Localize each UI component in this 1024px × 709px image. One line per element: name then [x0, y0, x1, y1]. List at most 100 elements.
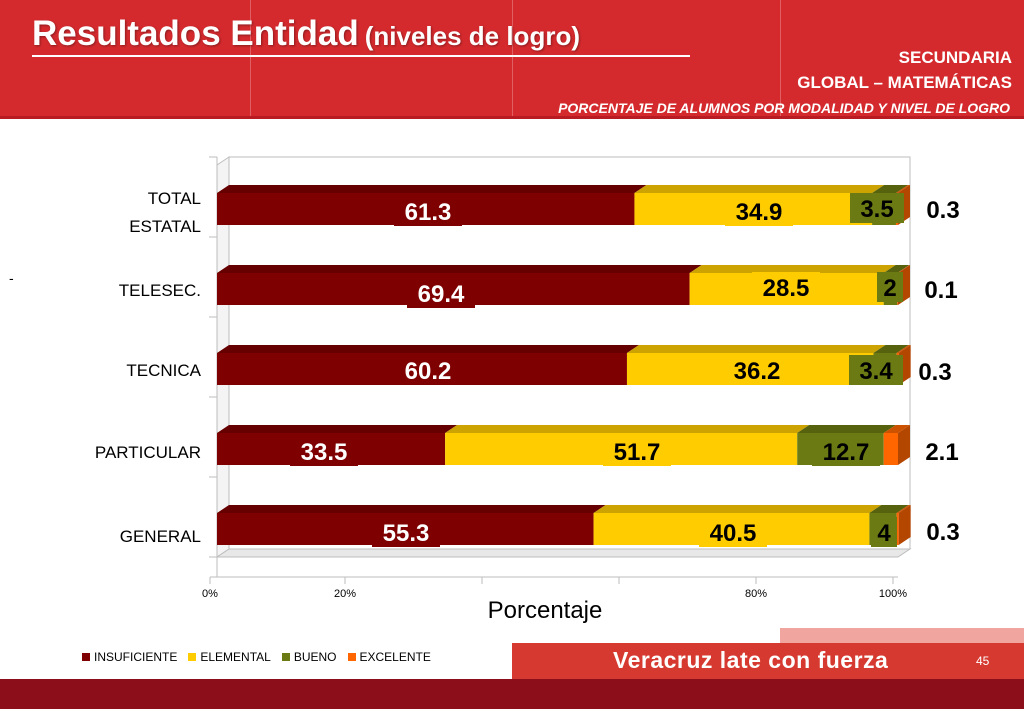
title-sub: (niveles de logro): [364, 21, 580, 51]
legend-swatch: [347, 653, 356, 661]
header-decor-line: [780, 0, 781, 116]
data-label-box: [752, 272, 820, 302]
bar-end-cap: [898, 425, 910, 465]
value-tick-label: 100%: [879, 588, 907, 600]
data-label-box: [699, 517, 767, 547]
data-label: 28.5: [763, 275, 810, 302]
legend-item: ELEMENTAL: [188, 650, 271, 664]
school-level: SECUNDARIA: [898, 48, 1012, 67]
subject-label: GLOBAL – MATEMÁTICAS: [797, 73, 1012, 92]
footer-accent: [780, 628, 1024, 643]
data-label: 0.3: [926, 197, 959, 224]
data-label: 4: [877, 520, 891, 547]
data-label: 60.2: [405, 358, 452, 385]
bar-segment-top: [895, 185, 910, 193]
bar-segment: [883, 433, 898, 465]
title-main: Resultados Entidad: [32, 14, 359, 53]
legend-item: INSUFICIENTE: [82, 650, 177, 664]
footer-slogan: Veracruz late con fuerza: [613, 647, 889, 673]
data-label-box: [849, 355, 903, 385]
data-label: 0.3: [926, 519, 959, 546]
chart-floor: [215, 548, 912, 558]
legend-item: EXCELENTE: [347, 650, 431, 664]
data-label: 33.5: [301, 439, 348, 466]
bar-segment-top: [626, 345, 886, 353]
bar-segment-top: [634, 185, 885, 193]
bar-segment-top: [445, 425, 810, 433]
stray-dash: -: [9, 270, 14, 286]
legend-label: INSUFICIENTE: [94, 650, 178, 664]
data-label: 2.1: [925, 439, 958, 466]
header-decor-line: [512, 0, 513, 116]
data-label-box: [725, 196, 793, 226]
data-label: 61.3: [405, 199, 452, 226]
data-label-box: [372, 517, 440, 547]
bar-end-cap: [898, 505, 911, 545]
legend-swatch: [82, 653, 90, 661]
category-label: ESTATAL: [129, 217, 201, 236]
bar-segment-top: [797, 425, 896, 433]
category-label: TOTAL: [148, 189, 201, 208]
value-tick-label: 0%: [202, 588, 218, 600]
chart-caption: PORCENTAJE DE ALUMNOS POR MODALIDAD Y NI…: [558, 100, 1010, 116]
data-label: 55.3: [383, 520, 430, 547]
data-label: 40.5: [710, 520, 757, 547]
legend-swatch: [281, 653, 290, 661]
data-label-box: [850, 193, 904, 223]
data-label-box: [723, 355, 791, 385]
data-label: 51.7: [614, 439, 661, 466]
title-underline: [32, 55, 690, 57]
header-band: [0, 0, 1024, 116]
data-label-box: [877, 272, 903, 302]
data-label-box: [812, 436, 880, 466]
data-label: 0.1: [924, 277, 957, 304]
page-number: 45: [976, 654, 990, 668]
bar-segment-top: [689, 265, 896, 273]
data-label: 36.2: [734, 358, 781, 385]
bar-segment-top: [896, 345, 911, 353]
bar-segment-top: [217, 345, 639, 353]
slide-title: Resultados Entidad (niveles de logro): [32, 14, 580, 54]
bar-segment-top: [217, 505, 606, 513]
header-decor-line: [250, 0, 251, 116]
value-axis-title: Porcentaje: [488, 597, 603, 624]
value-tick-label: 80%: [745, 588, 767, 600]
data-label-box: [394, 355, 462, 385]
bar-segment-top: [217, 265, 702, 273]
header-line: [0, 116, 1024, 119]
bar-segment-top: [872, 185, 908, 193]
data-label: 69.4: [418, 281, 465, 308]
category-label: TELESEC.: [119, 281, 201, 300]
data-label: 3.4: [859, 358, 893, 385]
bar-segment-top: [217, 425, 458, 433]
data-label: 3.5: [860, 196, 893, 223]
bar-segment-top: [883, 425, 910, 433]
stacked-bar-chart: 0% 20% 80% 100% Porcentaje TOTAL ESTATAL TELESE…: [95, 156, 960, 624]
legend-label: EXCELENTE: [359, 650, 431, 664]
bar-segment-top: [897, 265, 910, 273]
bar-segment-top: [869, 505, 909, 513]
bar-segment-top: [883, 265, 910, 273]
data-label: 2: [883, 275, 896, 302]
category-label: TECNICA: [126, 361, 201, 380]
data-label: 0.3: [918, 359, 951, 386]
category-label: PARTICULAR: [95, 443, 201, 462]
data-label-box: [290, 436, 358, 466]
value-tick-label: 20%: [334, 588, 356, 600]
footer-band: [0, 679, 1024, 709]
legend-item: BUENO: [281, 650, 337, 664]
legend-label: ELEMENTAL: [200, 650, 271, 664]
data-label-box: [871, 517, 897, 547]
legend-label: BUENO: [293, 650, 337, 664]
bar-segment-top: [896, 505, 911, 513]
data-label-box: [394, 196, 462, 226]
data-label: 12.7: [823, 439, 870, 466]
legend-swatch: [188, 653, 197, 661]
category-label: GENERAL: [120, 527, 201, 546]
bar-segment: [896, 513, 899, 545]
bar-segment-top: [593, 505, 882, 513]
chart-legend: INSUFICIENTE ELEMENTAL BUENO EXCELENTE: [82, 650, 431, 664]
data-label: 34.9: [736, 199, 783, 226]
data-label-box: [407, 278, 475, 308]
bar-segment-top: [217, 185, 647, 193]
